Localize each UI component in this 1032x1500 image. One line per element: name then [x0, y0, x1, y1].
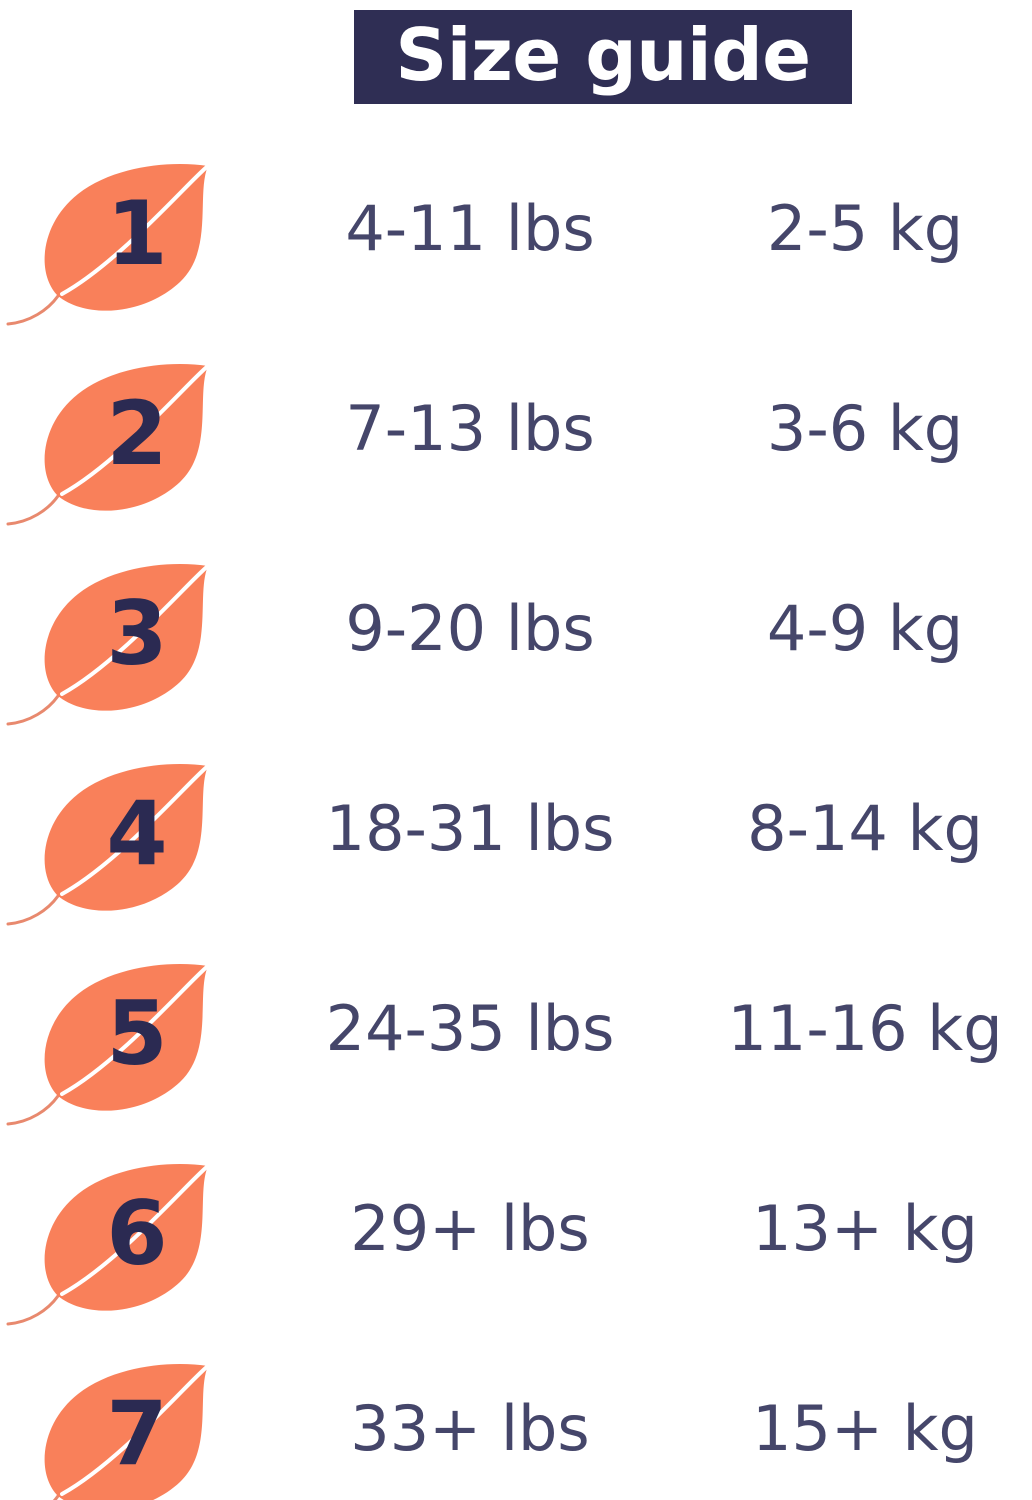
weight-lbs: 29+ lbs — [350, 1192, 590, 1265]
leaf-size-badge: 5 — [0, 954, 250, 1139]
weight-lbs: 24-35 lbs — [325, 992, 615, 1065]
table-row: 6 29+ lbs 13+ kg — [0, 1150, 1032, 1350]
table-row: 4 18-31 lbs 8-14 kg — [0, 750, 1032, 950]
weight-kg: 15+ kg — [752, 1392, 978, 1465]
table-row: 7 33+ lbs 15+ kg — [0, 1350, 1032, 1500]
table-row: 5 24-35 lbs 11-16 kg — [0, 950, 1032, 1150]
leaf-size-badge: 2 — [0, 354, 250, 539]
weight-kg: 11-16 kg — [727, 992, 1003, 1065]
leaf-size-badge: 6 — [0, 1154, 250, 1339]
header-banner: Size guide — [354, 10, 852, 104]
weight-lbs: 4-11 lbs — [345, 192, 595, 265]
leaf-size-badge: 4 — [0, 754, 250, 939]
weight-lbs: 18-31 lbs — [325, 792, 615, 865]
weight-kg: 13+ kg — [752, 1192, 978, 1265]
leaf-size-badge: 7 — [0, 1354, 250, 1500]
leaf-size-badge: 3 — [0, 554, 250, 739]
weight-lbs: 7-13 lbs — [345, 392, 595, 465]
table-row: 3 9-20 lbs 4-9 kg — [0, 550, 1032, 750]
weight-lbs: 9-20 lbs — [345, 592, 595, 665]
size-guide-table: 1 4-11 lbs 2-5 kg 2 7-13 lbs 3-6 kg — [0, 150, 1032, 1500]
weight-kg: 4-9 kg — [766, 592, 964, 665]
page-title: Size guide — [395, 13, 811, 97]
weight-kg: 2-5 kg — [766, 192, 964, 265]
table-row: 1 4-11 lbs 2-5 kg — [0, 150, 1032, 350]
weight-lbs: 33+ lbs — [350, 1392, 590, 1465]
table-row: 2 7-13 lbs 3-6 kg — [0, 350, 1032, 550]
weight-kg: 8-14 kg — [747, 792, 983, 865]
weight-kg: 3-6 kg — [766, 392, 964, 465]
leaf-size-badge: 1 — [0, 154, 250, 339]
